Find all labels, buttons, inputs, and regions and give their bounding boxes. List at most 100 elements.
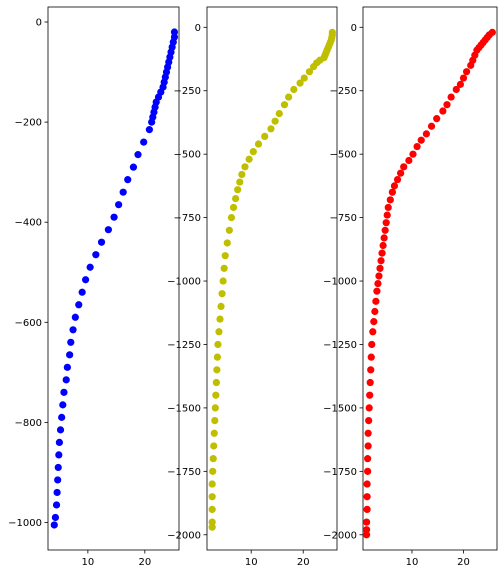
data-point xyxy=(55,451,63,459)
y-tick-label: −200 xyxy=(15,118,42,129)
y-tick-label: −1250 xyxy=(323,340,357,351)
y-tick-label: −600 xyxy=(15,318,42,329)
data-point xyxy=(211,416,219,425)
data-point xyxy=(433,115,441,123)
y-tick-label: −500 xyxy=(330,150,357,161)
data-point xyxy=(208,480,216,488)
data-point xyxy=(110,213,118,221)
data-point xyxy=(363,480,371,488)
data-point xyxy=(148,118,156,126)
data-point xyxy=(208,523,216,531)
data-point xyxy=(372,297,380,305)
data-point xyxy=(261,132,269,141)
data-point xyxy=(447,93,455,101)
data-point xyxy=(104,226,112,234)
data-point xyxy=(376,264,384,272)
data-point xyxy=(56,426,65,434)
data-point xyxy=(145,126,153,134)
data-point xyxy=(254,140,263,148)
data-point xyxy=(275,109,283,118)
data-point xyxy=(210,442,218,450)
data-point xyxy=(115,201,123,209)
data-point xyxy=(60,388,68,396)
data-point xyxy=(208,505,216,514)
data-point xyxy=(369,328,377,336)
data-point xyxy=(364,442,372,450)
data-point xyxy=(413,142,421,151)
data-point xyxy=(232,194,240,203)
data-point xyxy=(63,363,71,371)
data-point xyxy=(363,493,371,501)
data-point xyxy=(290,85,298,94)
data-point xyxy=(211,404,219,412)
data-point xyxy=(374,279,382,288)
x-tick-label: 20 xyxy=(457,557,470,568)
data-point xyxy=(213,353,221,361)
data-point xyxy=(245,155,253,163)
data-point xyxy=(51,513,60,522)
data-point xyxy=(55,438,63,447)
data-point xyxy=(379,241,387,250)
data-point xyxy=(234,186,242,194)
y-tick-label: −1500 xyxy=(167,403,201,414)
data-point xyxy=(212,391,220,399)
data-point xyxy=(378,249,386,257)
data-point xyxy=(52,501,61,509)
data-point xyxy=(371,307,379,316)
y-tick-label: −1000 xyxy=(323,277,357,288)
data-point xyxy=(134,151,142,159)
data-point xyxy=(452,85,460,94)
data-point xyxy=(54,476,62,484)
data-point xyxy=(213,366,221,374)
x-tick-label: 10 xyxy=(82,557,95,568)
y-tick-label: −800 xyxy=(15,418,42,429)
data-point xyxy=(86,263,94,271)
data-point xyxy=(363,505,371,514)
data-point xyxy=(69,326,77,334)
x-tick-label: 10 xyxy=(245,557,258,568)
data-point xyxy=(364,467,372,475)
data-point xyxy=(280,101,289,109)
y-tick-label: −1750 xyxy=(323,467,357,478)
data-point xyxy=(220,264,228,272)
data-point xyxy=(119,188,127,196)
y-tick-label: −1250 xyxy=(167,340,201,351)
data-point xyxy=(417,136,425,144)
data-point xyxy=(382,219,390,227)
data-point xyxy=(227,214,236,222)
data-point xyxy=(249,148,257,156)
y-tick-label: −500 xyxy=(174,150,201,161)
data-point xyxy=(310,63,318,71)
data-point xyxy=(129,163,138,171)
data-point xyxy=(214,340,222,349)
y-tick-label: 0 xyxy=(36,18,42,29)
data-point xyxy=(305,68,314,76)
data-point xyxy=(223,239,231,247)
data-point xyxy=(459,74,468,82)
data-point xyxy=(373,287,381,295)
data-point xyxy=(367,366,375,374)
data-point xyxy=(229,203,238,212)
y-tick-label: 0 xyxy=(351,23,357,34)
data-point xyxy=(285,93,293,101)
y-tick-label: −2000 xyxy=(323,530,357,541)
data-point xyxy=(241,163,249,171)
data-point xyxy=(397,169,405,177)
data-point xyxy=(140,138,148,146)
data-point xyxy=(221,252,229,260)
data-point xyxy=(217,302,225,311)
data-point xyxy=(388,188,396,196)
data-point xyxy=(456,80,465,88)
data-point xyxy=(75,301,83,309)
data-point xyxy=(366,391,374,399)
data-point xyxy=(409,150,417,158)
y-tick-label: −750 xyxy=(330,213,357,224)
data-point xyxy=(296,79,304,87)
data-point xyxy=(462,68,471,76)
data-point xyxy=(216,315,224,323)
data-point xyxy=(390,182,399,190)
data-point xyxy=(209,455,217,463)
y-tick-label: −2000 xyxy=(167,530,201,541)
x-tick-label: 20 xyxy=(297,557,310,568)
